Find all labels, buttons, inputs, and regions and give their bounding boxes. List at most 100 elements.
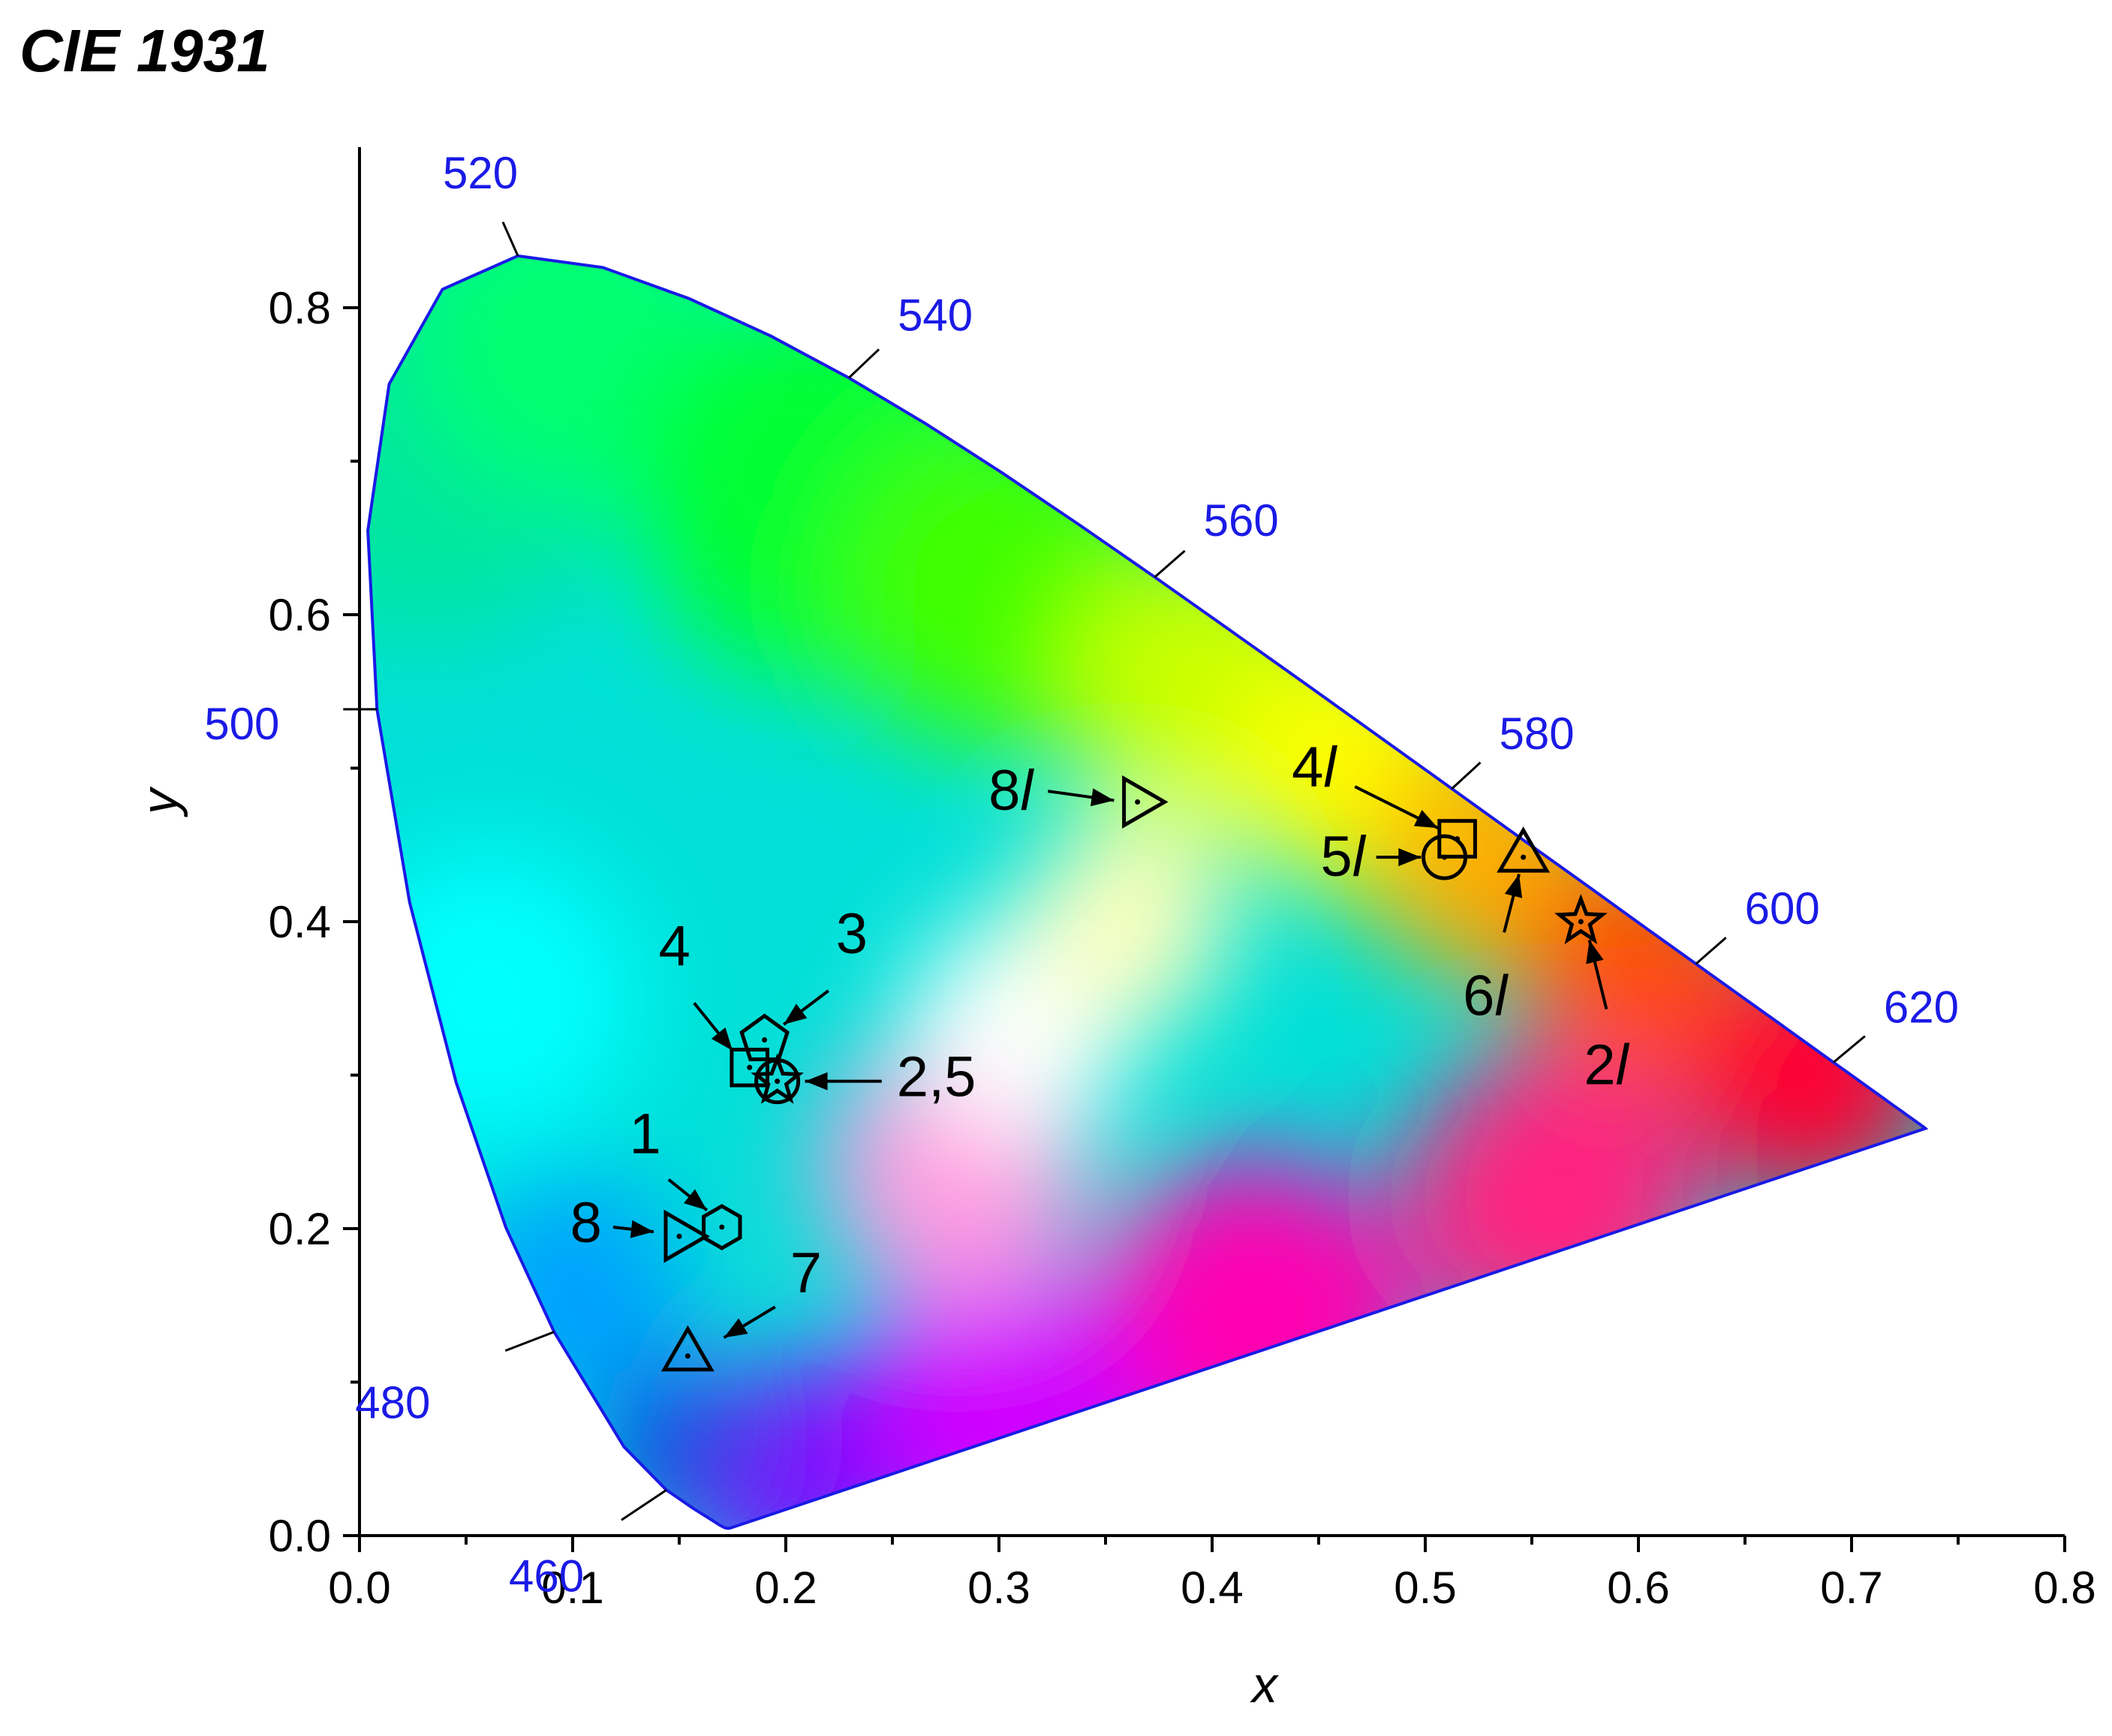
annotation-arrow-head	[1398, 848, 1422, 867]
x-axis-label: x	[1250, 1656, 1279, 1713]
annotation-arrow-head	[1504, 874, 1523, 898]
square-marker	[730, 1047, 770, 1088]
annotation-arrow-head	[630, 1220, 654, 1238]
wavelength-label: 600	[1745, 883, 1820, 934]
wavelength-label: 460	[509, 1551, 584, 1601]
annotation-arrow-head	[1586, 940, 1604, 964]
x-tick-label: 0.3	[967, 1563, 1030, 1613]
circle-marker	[1422, 834, 1468, 880]
annotation-1: 1	[630, 1103, 709, 1212]
axes: 0.0 0.1 0.2 0.3 0.4 0.5 0.6 0.7 0.8 0.0 0.2 0.4 0.6 0…	[131, 147, 2096, 1713]
wavelength-tick	[848, 348, 880, 379]
x-tick-label: 0.0	[328, 1563, 390, 1613]
marker-5l	[1422, 834, 1468, 880]
annotation-arrow-head	[805, 1072, 828, 1091]
marker-8l	[1122, 775, 1169, 829]
x-tick-label: 0.2	[754, 1563, 817, 1613]
wavelength-tick	[621, 1489, 667, 1521]
annotation-7: 7	[723, 1241, 822, 1339]
annotations: 1 2,5 3 4 7 8 2l 4l 5l 6l 8l	[570, 736, 1630, 1339]
marker-8	[663, 1209, 710, 1263]
marker-7	[660, 1325, 715, 1372]
annotation-arrow-head	[683, 1189, 707, 1211]
x-tick-label: 0.7	[1820, 1563, 1882, 1613]
marker-center-dot	[1135, 799, 1141, 805]
annotation-arrow-head	[784, 1003, 808, 1025]
triangle-up-marker	[1497, 826, 1551, 873]
annotation-arrow-head	[1090, 788, 1115, 807]
wavelength-label: 560	[1204, 495, 1279, 546]
marker-center-dot	[747, 1064, 753, 1070]
x-tick-label: 0.6	[1607, 1563, 1669, 1613]
wavelength-label: 540	[898, 290, 973, 340]
annotation-label: 2l	[1584, 1033, 1629, 1097]
star-marker	[1554, 893, 1608, 945]
triangle-right-marker	[1122, 775, 1169, 829]
annotation-2l: 2l	[1584, 940, 1630, 1097]
marker-center-dot	[1521, 854, 1527, 860]
annotation-3: 3	[782, 902, 868, 1026]
wavelength-label: 520	[443, 148, 518, 198]
marker-center-dot	[762, 1036, 768, 1043]
marker-center-dot	[1442, 854, 1448, 860]
annotation-label: 4	[659, 914, 690, 978]
wavelength-tick	[1832, 1035, 1866, 1064]
wavelength-labels: 460 480 500 520 540 560 580 600 620	[204, 148, 1959, 1601]
annotation-label: 3	[836, 902, 868, 966]
y-tick-label: 0.0	[269, 1511, 331, 1561]
sample-markers	[660, 775, 1608, 1372]
marker-center-dot	[676, 1233, 682, 1239]
x-tick-label: 0.8	[2033, 1563, 2095, 1613]
wavelength-label: 480	[355, 1378, 430, 1428]
y-tick-label: 0.4	[269, 897, 331, 947]
pentagon-marker	[739, 1013, 790, 1061]
triangle-right-marker	[663, 1209, 710, 1263]
marker-3	[739, 1013, 790, 1061]
marker-2l	[1554, 893, 1608, 945]
triangle-up-marker	[660, 1325, 715, 1372]
annotation-label: 1	[630, 1103, 661, 1166]
annotation-label: 8	[570, 1191, 602, 1255]
wavelength-label: 500	[204, 699, 279, 749]
annotation-4: 4	[659, 914, 734, 1052]
marker-center-dot	[775, 1079, 781, 1085]
annotation-6l: 6l	[1463, 874, 1523, 1027]
annotation-8: 8	[570, 1191, 654, 1255]
wavelength-tick	[501, 221, 519, 257]
marker-6l	[1497, 826, 1551, 873]
y-tick-label: 0.8	[269, 283, 331, 333]
marker-center-dot	[719, 1224, 725, 1230]
annotation-arrow-head	[711, 1027, 733, 1051]
spectral-locus-outline	[366, 254, 1929, 1530]
annotation-label: 7	[790, 1241, 822, 1304]
annotation-arrow-head	[724, 1318, 748, 1338]
wavelength-tick	[1451, 761, 1482, 790]
hexagon-marker	[702, 1204, 742, 1250]
star-marker	[751, 1053, 805, 1104]
annotation-4l: 4l	[1292, 736, 1439, 830]
y-tick-label: 0.2	[269, 1204, 331, 1254]
annotation-label: 6l	[1463, 964, 1509, 1027]
marker-5	[751, 1053, 805, 1104]
marker-1	[702, 1204, 742, 1250]
annotation-label: 4l	[1292, 736, 1337, 799]
annotation-label: 8l	[988, 759, 1034, 823]
y-tick-label: 0.6	[269, 590, 331, 640]
x-tick-label: 0.1	[541, 1563, 603, 1613]
annotation-8l: 8l	[988, 759, 1115, 823]
x-tick-label: 0.5	[1394, 1563, 1456, 1613]
marker-4	[730, 1047, 770, 1088]
square-marker	[1437, 819, 1477, 859]
wavelength-tick	[504, 1331, 555, 1352]
y-axis-label: y	[131, 786, 188, 817]
annotation-label: 5l	[1321, 825, 1367, 889]
annotation-arrow-head	[1413, 810, 1439, 829]
wavelength-label: 620	[1884, 982, 1959, 1033]
annotation-2,5: 2,5	[805, 1046, 976, 1109]
x-tick-label: 0.4	[1181, 1563, 1243, 1613]
wavelength-tick	[1695, 937, 1727, 965]
marker-center-dot	[684, 1353, 690, 1359]
chart-title: CIE 1931	[20, 17, 270, 84]
